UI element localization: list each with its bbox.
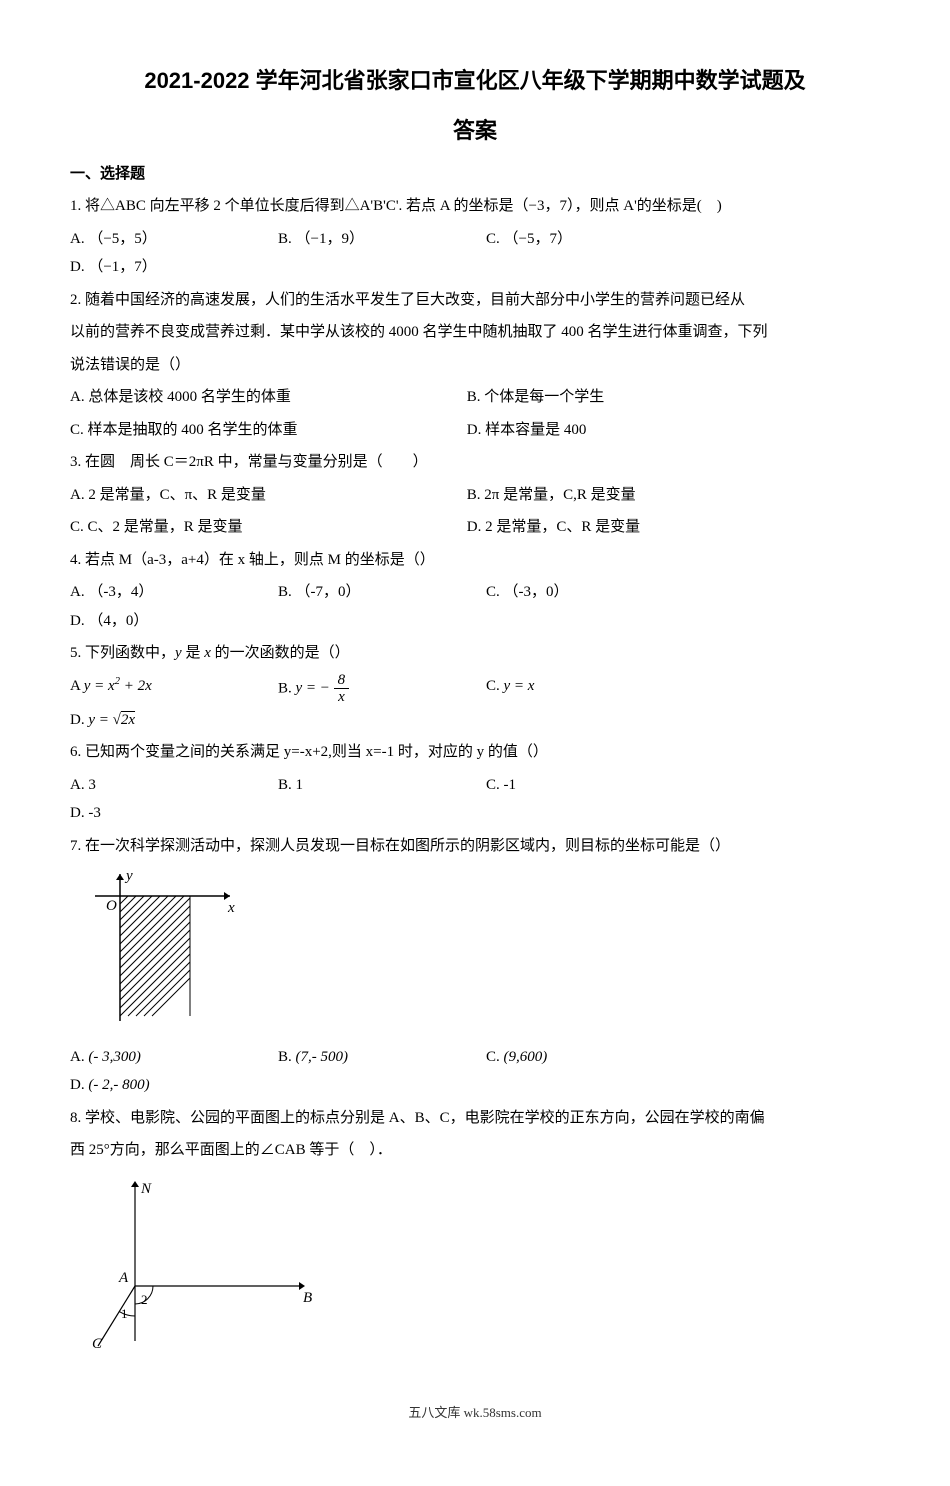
q5-d-pre: y = <box>88 712 112 728</box>
question-7-options: A. (- 3,300) B. (7,- 500) C. (9,600) D. … <box>70 1043 880 1100</box>
q5-text-y: y <box>175 645 182 661</box>
q7-c-label: C. <box>486 1049 500 1065</box>
q5-b-den: x <box>334 689 350 706</box>
q8-diagram: N A B C 12 <box>90 1171 320 1351</box>
q5-b-label: B. <box>278 680 292 696</box>
question-5: 5. 下列函数中，y 是 x 的一次函数的是（） <box>70 639 880 668</box>
q3-option-c: C. C、2 是常量，R 是变量 <box>70 513 459 542</box>
q5-b-num: 8 <box>334 672 350 690</box>
question-2-line3: 说法错误的是（） <box>70 351 880 380</box>
question-7-figure: y x O <box>90 866 880 1037</box>
q7-option-b: B. (7,- 500) <box>278 1043 478 1072</box>
q5-b-frac: 8 x <box>334 672 350 706</box>
question-3: 3. 在圆 周长 C＝2πR 中，常量与变量分别是（ ） <box>70 448 880 477</box>
q7-a-label: A. <box>70 1049 85 1065</box>
question-6: 6. 已知两个变量之间的关系满足 y=-x+2,则当 x=-1 时，对应的 y … <box>70 738 880 767</box>
question-4-options: A. （-3，4） B. （-7，0） C. （-3，0） D. （4，0） <box>70 578 880 635</box>
q5-b-pre: y = − <box>296 680 330 696</box>
q1-option-d: D. （−1，7） <box>70 253 270 282</box>
q6-option-d: D. -3 <box>70 799 270 828</box>
page-footer: 五八文库 wk.58sms.com <box>70 1401 880 1426</box>
q7-option-d: D. (- 2,- 800) <box>70 1071 270 1100</box>
question-6-options: A. 3 B. 1 C. -1 D. -3 <box>70 771 880 828</box>
q1-option-c: C. （−5，7） <box>486 225 686 254</box>
q5-a-post: + 2x <box>120 678 152 694</box>
q6-option-b: B. 1 <box>278 771 478 800</box>
page-title-line1: 2021-2022 学年河北省张家口市宣化区八年级下学期期中数学试题及 <box>70 60 880 102</box>
q7-b-val: (7,- 500) <box>296 1049 349 1065</box>
q5-text-x: x <box>204 645 211 661</box>
question-2-line2: 以前的营养不良变成营养过剩．某中学从该校的 4000 名学生中随机抽取了 400… <box>70 318 880 347</box>
q5-c-expr: y = x <box>504 678 535 694</box>
q7-a-val: (- 3,300) <box>88 1049 141 1065</box>
q5-option-c: C. y = x <box>486 672 686 706</box>
q2-option-b: B. 个体是每一个学生 <box>467 383 856 412</box>
svg-text:O: O <box>106 898 117 914</box>
page-title-line2: 答案 <box>70 110 880 152</box>
question-7: 7. 在一次科学探测活动中，探测人员发现一目标在如图所示的阴影区域内，则目标的坐… <box>70 832 880 861</box>
q5-a-pre: y = x <box>84 678 115 694</box>
svg-text:A: A <box>118 1270 129 1286</box>
q2-option-a: A. 总体是该校 4000 名学生的体重 <box>70 383 459 412</box>
q5-text-suffix: 的一次函数的是（） <box>211 645 350 661</box>
svg-text:1: 1 <box>121 1306 128 1321</box>
question-2-options-row1: A. 总体是该校 4000 名学生的体重 B. 个体是每一个学生 <box>70 383 880 412</box>
question-3-options-row2: C. C、2 是常量，R 是变量 D. 2 是常量，C、R 是变量 <box>70 513 880 542</box>
q3-option-d: D. 2 是常量，C、R 是变量 <box>467 513 856 542</box>
question-2-options-row2: C. 样本是抽取的 400 名学生的体重 D. 样本容量是 400 <box>70 416 880 445</box>
q5-d-sqrt: √ <box>113 712 121 728</box>
q7-d-val: (- 2,- 800) <box>88 1077 149 1093</box>
question-5-options: A y = x2 + 2x B. y = − 8 x C. y = x D. y… <box>70 672 880 735</box>
section-1-heading: 一、选择题 <box>70 160 880 189</box>
question-2-line1: 2. 随着中国经济的高速发展，人们的生活水平发生了巨大改变，目前大部分中小学生的… <box>70 286 880 315</box>
svg-text:2: 2 <box>141 1292 148 1307</box>
question-8-line2: 西 25°方向，那么平面图上的∠CAB 等于（ ）． <box>70 1136 880 1165</box>
q1-option-b: B. （−1，9） <box>278 225 478 254</box>
q5-d-label: D. <box>70 712 85 728</box>
question-3-options-row1: A. 2 是常量，C、π、R 是变量 B. 2π 是常量，C,R 是变量 <box>70 481 880 510</box>
q5-c-label: C. <box>486 678 500 694</box>
question-1-options: A. （−5，5） B. （−1，9） C. （−5，7） D. （−1，7） <box>70 225 880 282</box>
svg-text:N: N <box>140 1181 152 1197</box>
q7-c-val: (9,600) <box>504 1049 548 1065</box>
q4-option-c: C. （-3，0） <box>486 578 686 607</box>
svg-text:B: B <box>303 1290 312 1306</box>
q2-option-c: C. 样本是抽取的 400 名学生的体重 <box>70 416 459 445</box>
q5-text-mid: 是 <box>182 645 205 661</box>
q1-option-a: A. （−5，5） <box>70 225 270 254</box>
q3-option-a: A. 2 是常量，C、π、R 是变量 <box>70 481 459 510</box>
q6-option-c: C. -1 <box>486 771 686 800</box>
q7-diagram: y x O <box>90 866 240 1026</box>
q2-option-d: D. 样本容量是 400 <box>467 416 856 445</box>
q5-option-a: A y = x2 + 2x <box>70 672 270 706</box>
q7-option-a: A. (- 3,300) <box>70 1043 270 1072</box>
q7-b-label: B. <box>278 1049 292 1065</box>
q5-a-expr: y = x2 + 2x <box>84 678 152 694</box>
q4-option-a: A. （-3，4） <box>70 578 270 607</box>
q6-option-a: A. 3 <box>70 771 270 800</box>
q5-d-arg: 2x <box>121 712 135 728</box>
svg-text:C: C <box>92 1336 103 1351</box>
q5-text-prefix: 5. 下列函数中， <box>70 645 175 661</box>
q5-a-label: A <box>70 678 80 694</box>
q4-option-d: D. （4，0） <box>70 607 270 636</box>
question-8-figure: N A B C 12 <box>90 1171 880 1362</box>
question-4: 4. 若点 M（a-3，a+4）在 x 轴上，则点 M 的坐标是（） <box>70 546 880 575</box>
q7-option-c: C. (9,600) <box>486 1043 686 1072</box>
question-1: 1. 将△ABC 向左平移 2 个单位长度后得到△A'B'C'. 若点 A 的坐… <box>70 192 880 221</box>
question-8-line1: 8. 学校、电影院、公园的平面图上的标点分别是 A、B、C，电影院在学校的正东方… <box>70 1104 880 1133</box>
svg-text:y: y <box>124 868 133 884</box>
q5-b-expr: y = − 8 x <box>296 680 350 696</box>
q7-d-label: D. <box>70 1077 85 1093</box>
q4-option-b: B. （-7，0） <box>278 578 478 607</box>
q3-option-b: B. 2π 是常量，C,R 是变量 <box>467 481 856 510</box>
q5-option-b: B. y = − 8 x <box>278 672 478 706</box>
svg-text:x: x <box>227 900 235 916</box>
q5-option-d: D. y = √2x <box>70 706 270 735</box>
q5-d-expr: y = √2x <box>88 712 135 728</box>
